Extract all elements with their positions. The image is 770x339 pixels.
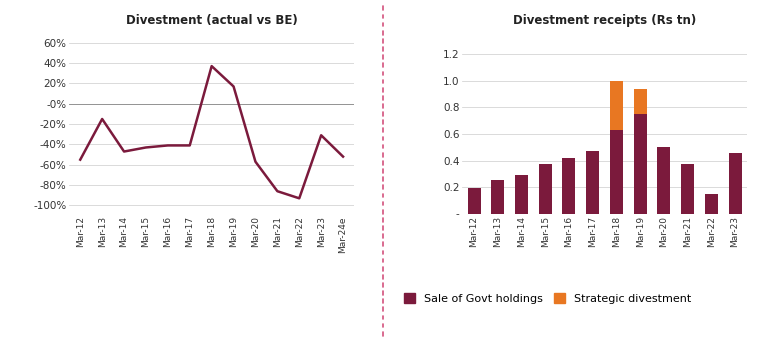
- Bar: [658, 147, 671, 214]
- Legend: Sale of Govt holdings, Strategic divestment: Sale of Govt holdings, Strategic divestm…: [400, 289, 695, 308]
- Bar: [467, 188, 480, 214]
- Title: Divestment (actual vs BE): Divestment (actual vs BE): [126, 14, 297, 26]
- Bar: [610, 81, 623, 130]
- Bar: [515, 175, 528, 214]
- Bar: [705, 194, 718, 214]
- Title: Divestment receipts (Rs tn): Divestment receipts (Rs tn): [513, 14, 696, 26]
- Bar: [586, 151, 599, 214]
- Bar: [491, 180, 504, 214]
- Bar: [539, 164, 552, 214]
- Bar: [681, 164, 694, 214]
- Bar: [634, 114, 647, 214]
- Bar: [728, 153, 742, 214]
- Bar: [562, 158, 575, 214]
- Bar: [610, 130, 623, 214]
- Bar: [634, 89, 647, 114]
